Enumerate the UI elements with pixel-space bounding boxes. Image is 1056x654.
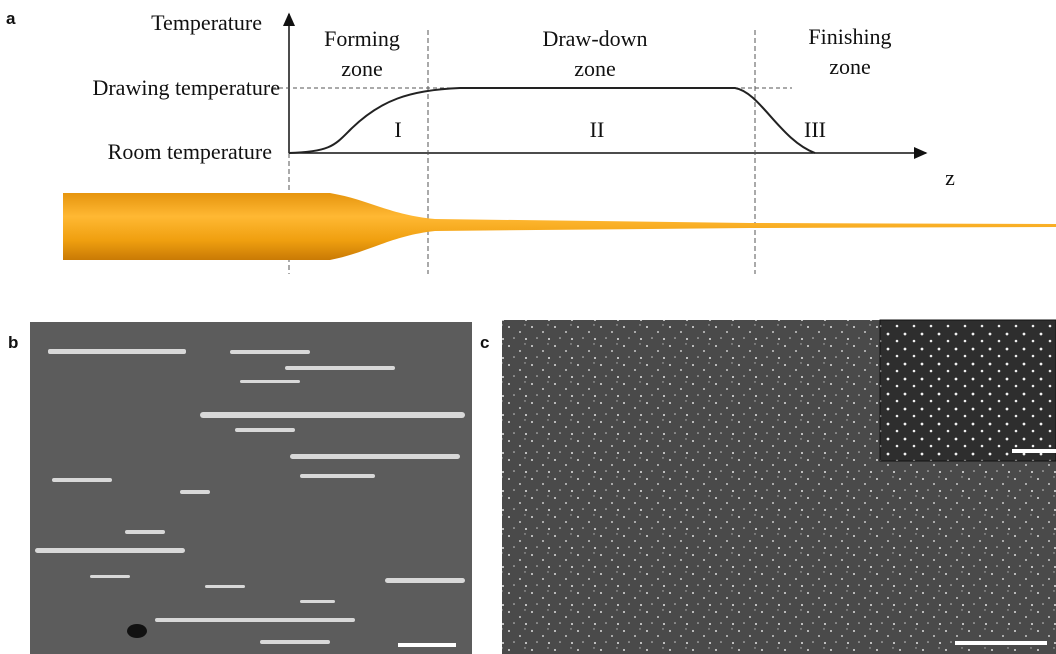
zone-name: zone xyxy=(341,56,383,81)
zone-numeral: II xyxy=(590,117,605,142)
panel-label: a xyxy=(6,9,16,28)
panel-label: c xyxy=(480,333,489,352)
scale-bar xyxy=(1012,449,1056,453)
x-axis-title: z xyxy=(945,165,955,190)
micrograph xyxy=(30,322,472,654)
temperature-curve xyxy=(289,88,815,153)
scale-bar xyxy=(955,641,1047,645)
level-label: Room temperature xyxy=(108,139,272,164)
zone-name: Finishing xyxy=(808,24,891,49)
inset-micrograph xyxy=(880,320,1056,461)
fiber xyxy=(63,193,1056,260)
zone-name: zone xyxy=(829,54,871,79)
zone-numeral: I xyxy=(394,117,401,142)
scale-bar xyxy=(398,643,456,647)
level-label: Drawing temperature xyxy=(92,75,280,100)
zone-name: zone xyxy=(574,56,616,81)
micrograph-feature xyxy=(127,624,147,638)
panel-label: b xyxy=(8,333,18,352)
zone-name: Draw-down xyxy=(542,26,647,51)
figure: a Temperature Drawing temperature Room t… xyxy=(0,0,1056,654)
y-axis-title: Temperature xyxy=(151,10,262,35)
zone-numeral: III xyxy=(804,117,826,142)
zone-name: Forming xyxy=(324,26,400,51)
